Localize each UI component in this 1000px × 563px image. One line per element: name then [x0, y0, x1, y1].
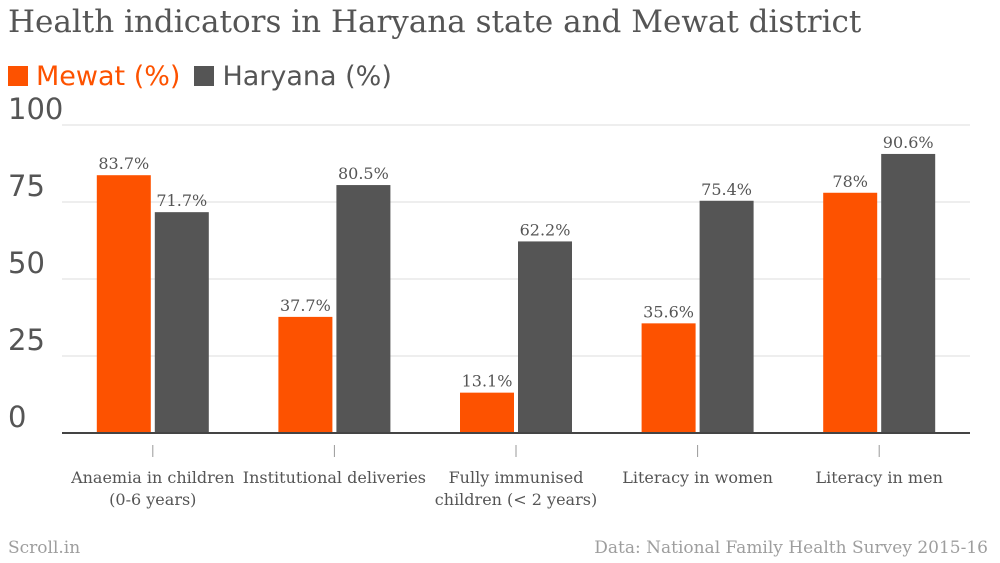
data-label: 80.5% — [338, 164, 389, 183]
legend: Mewat (%) Haryana (%) — [8, 58, 406, 94]
legend-swatch-haryana — [194, 66, 215, 86]
bar-haryana — [699, 200, 754, 433]
bar-mewat — [278, 316, 333, 433]
legend-item-mewat: Mewat (%) — [8, 61, 180, 92]
bar-mewat — [823, 192, 878, 433]
data-label: 83.7% — [98, 154, 149, 173]
data-label: 75.4% — [701, 180, 752, 199]
y-tick-label: 50 — [8, 246, 45, 280]
data-label: 37.7% — [280, 296, 331, 315]
legend-label-mewat: Mewat (%) — [36, 60, 181, 92]
data-label: 78% — [832, 172, 868, 191]
x-tick-label: Fully immunised — [449, 468, 584, 487]
chart-title: Health indicators in Haryana state and M… — [8, 4, 862, 40]
y-tick-label: 25 — [8, 323, 45, 357]
bar-haryana — [154, 212, 209, 433]
bar-haryana — [881, 153, 936, 433]
bar-mewat — [641, 323, 696, 433]
y-tick-label: 100 — [8, 92, 63, 126]
data-label: 13.1% — [462, 372, 513, 391]
bar-haryana — [336, 185, 391, 433]
brand-label: Scroll.in — [8, 538, 81, 558]
legend-swatch-mewat — [8, 66, 28, 86]
x-tick-label: Institutional deliveries — [243, 468, 426, 487]
legend-item-haryana: Haryana (%) — [194, 60, 392, 92]
footer — [0, 530, 1000, 563]
data-label: 71.7% — [156, 191, 207, 210]
data-label: 35.6% — [643, 302, 694, 321]
legend-label-haryana: Haryana (%) — [222, 60, 392, 92]
x-tick-label: Literacy in men — [816, 468, 943, 487]
data-label: 90.6% — [883, 133, 934, 152]
y-tick-label: 0 — [8, 400, 26, 434]
bar-mewat — [460, 392, 514, 433]
bar-mewat — [96, 175, 151, 434]
x-tick-label: Anaemia in children — [70, 468, 234, 487]
x-tick-label: (0-6 years) — [109, 490, 196, 509]
x-tick-label: Literacy in women — [622, 468, 773, 487]
source-note: Data: National Family Health Survey 2015… — [594, 538, 988, 558]
x-tick-label: children (< 2 years) — [435, 490, 597, 509]
bar-haryana — [518, 241, 572, 433]
data-label: 62.2% — [520, 220, 571, 239]
y-tick-label: 75 — [8, 169, 45, 203]
